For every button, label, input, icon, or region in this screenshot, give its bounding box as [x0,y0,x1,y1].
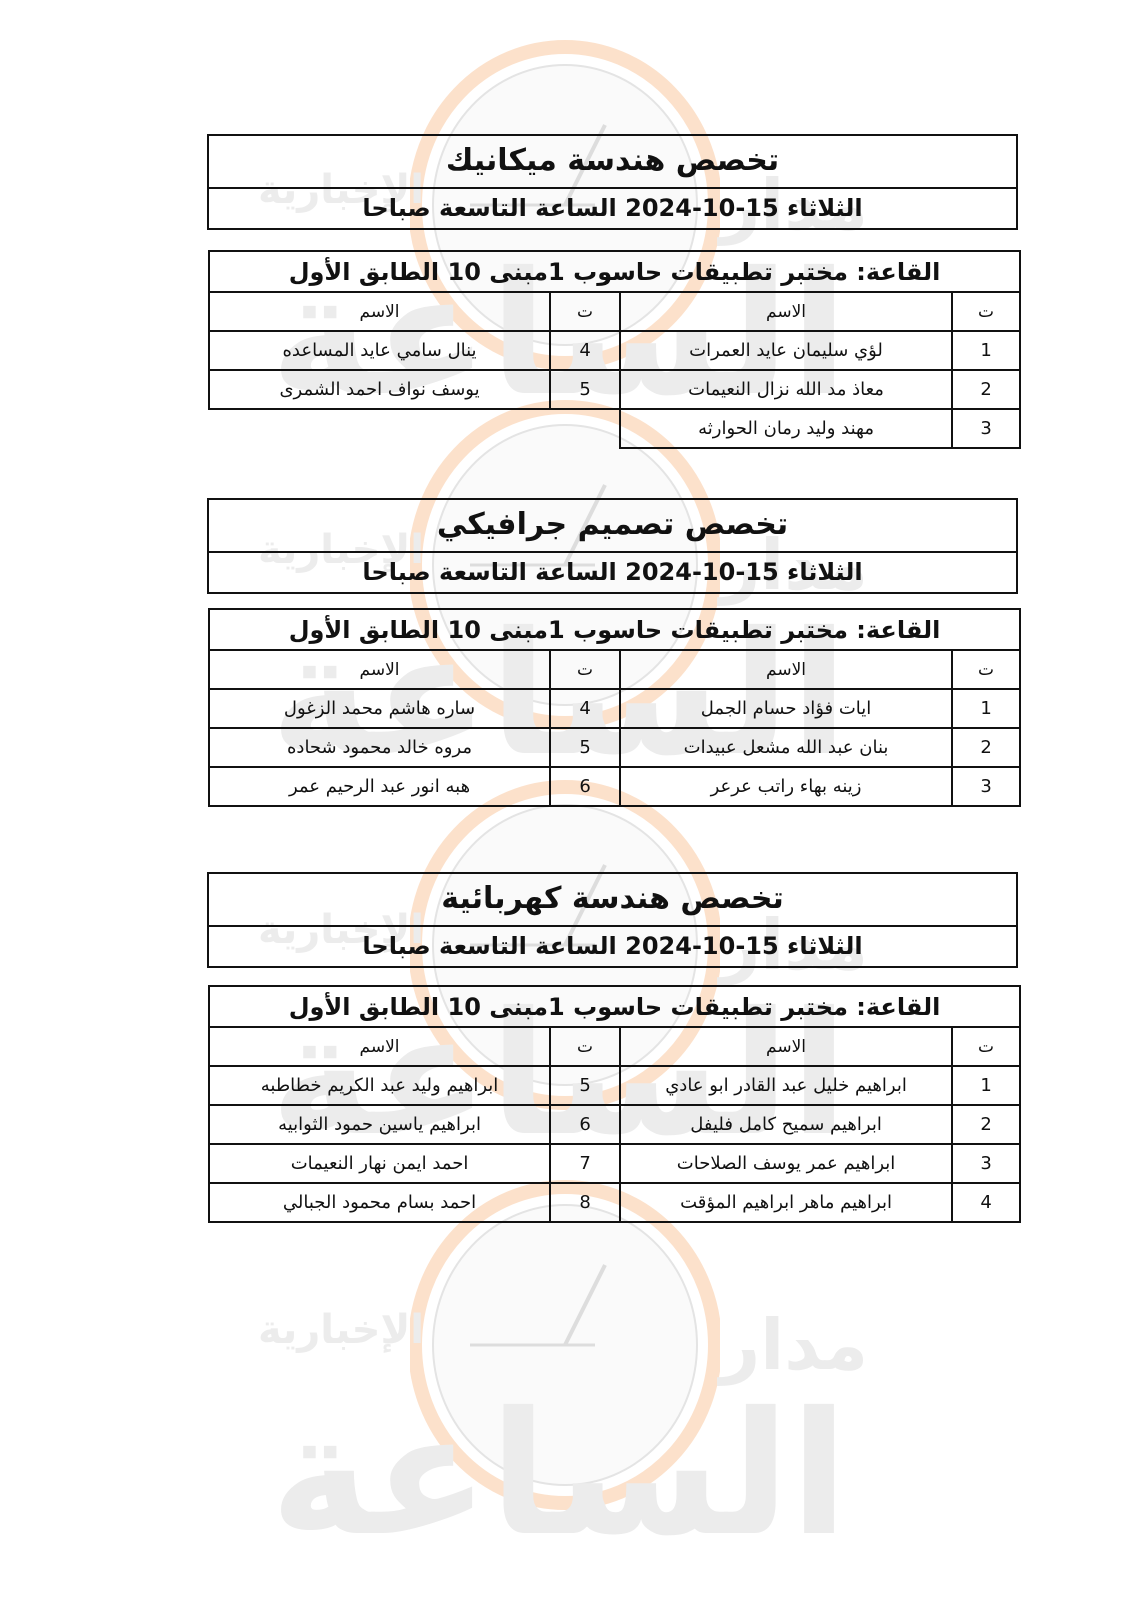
seat-number: 3 [951,408,1022,449]
column-header-name: الاسم [619,649,954,690]
seat-number: 4 [549,330,622,371]
section-title: تخصص هندسة كهربائية [209,874,1016,927]
student-table: القاعة: مختبر تطبيقات حاسوب 1مبنى 10 الط… [207,985,1022,1223]
room-caption: القاعة: مختبر تطبيقات حاسوب 1مبنى 10 الط… [207,608,1022,651]
section-header: تخصص هندسة ميكانيك الثلاثاء 15-10-2024 ا… [207,134,1018,230]
table-row: 2 معاذ مد الله نزال النعيمات 5 يوسف نواف اح… [207,369,1022,410]
student-name: ابراهيم سميح كامل فليفل [619,1104,954,1145]
section-title: تخصص تصميم جرافيكي [209,500,1016,553]
table-row: 3 زينه بهاء راتب عرعر 6 هبه انور عبد الرحيم… [207,766,1022,807]
room-caption: القاعة: مختبر تطبيقات حاسوب 1مبنى 10 الط… [207,985,1022,1028]
student-name: معاذ مد الله نزال النعيمات [619,369,954,410]
student-name: ينال سامي عايد المساعده [207,330,552,371]
student-name: بنان عبد الله مشعل عبيدات [619,727,954,768]
student-name: يوسف نواف احمد الشمرى [207,369,552,410]
seat-number: 4 [549,688,622,729]
seat-number: 1 [951,330,1022,371]
exam-date: الثلاثاء 15-10-2024 الساعة التاسعة صباحا [362,932,863,960]
table-row: 1 ابراهيم خليل عبد القادر ابو عادي 5 ابراهي… [207,1065,1022,1106]
column-header-number: ت [951,291,1022,332]
seat-number: 2 [951,1104,1022,1145]
student-name: ابراهيم وليد عبد الكريم خطاطبه [207,1065,552,1106]
table-header: ت الاسم ت الاسم [207,649,1022,690]
column-header-number: ت [549,1026,622,1067]
exam-date: الثلاثاء 15-10-2024 الساعة التاسعة صباحا [362,558,863,586]
seat-number: 6 [549,766,622,807]
seat-number: 2 [951,369,1022,410]
seat-number: 7 [549,1143,622,1184]
student-table: القاعة: مختبر تطبيقات حاسوب 1مبنى 10 الط… [207,608,1022,807]
seat-number: 6 [549,1104,622,1145]
seat-number: 3 [951,1143,1022,1184]
column-header-number: ت [951,1026,1022,1067]
watermark: الإخبارية مدار الساعة [0,1180,1129,1560]
section-header: تخصص هندسة كهربائية الثلاثاء 15-10-2024 … [207,872,1018,968]
section-title: تخصص هندسة ميكانيك [209,136,1016,189]
seat-number: 1 [951,1065,1022,1106]
table-row: 2 ابراهيم سميح كامل فليفل 6 ابراهيم ياسين ح… [207,1104,1022,1145]
empty-cell [550,408,621,448]
column-header-name: الاسم [207,1026,552,1067]
clock-watermark-icon [410,1180,720,1510]
column-header-name: الاسم [207,291,552,332]
student-name: لؤي سليمان عايد العمرات [619,330,954,371]
table-row: 3 ابراهيم عمر يوسف الصلاحات 7 احمد ايمن نها… [207,1143,1022,1184]
student-name: مهند وليد رمان الحوارثه [619,408,954,449]
student-name: احمد بسام محمود الجبالي [207,1182,552,1223]
student-name: زينه بهاء راتب عرعر [619,766,954,807]
table-row: 3 مهند وليد رمان الحوارثه [209,408,1022,449]
column-header-number: ت [549,291,622,332]
student-name: مروه خالد محمود شحاده [207,727,552,768]
column-header-number: ت [951,649,1022,690]
exam-date: الثلاثاء 15-10-2024 الساعة التاسعة صباحا [362,194,863,222]
column-header-name: الاسم [619,291,954,332]
table-header: ت الاسم ت الاسم [207,291,1022,332]
seat-number: 5 [549,1065,622,1106]
table-row: 4 ابراهيم ماهر ابراهيم المؤقت 8 احمد بسام م… [207,1182,1022,1223]
table-row: 2 بنان عبد الله مشعل عبيدات 5 مروه خالد محم… [207,727,1022,768]
watermark-text: مدار [720,1304,869,1386]
section-header: تخصص تصميم جرافيكي الثلاثاء 15-10-2024 ا… [207,498,1018,594]
seat-number: 4 [951,1182,1022,1223]
table-row: 1 ايات فؤاد حسام الجمل 4 ساره هاشم محمد الز… [207,688,1022,729]
seat-number: 3 [951,766,1022,807]
seat-number: 5 [549,369,622,410]
student-name: ابراهيم ياسين حمود الثوابيه [207,1104,552,1145]
seat-number: 8 [549,1182,622,1223]
student-name: ابراهيم خليل عبد القادر ابو عادي [619,1065,954,1106]
student-name: ابراهيم ماهر ابراهيم المؤقت [619,1182,954,1223]
seat-number: 5 [549,727,622,768]
student-name: هبه انور عبد الرحيم عمر [207,766,552,807]
student-table: القاعة: مختبر تطبيقات حاسوب 1مبنى 10 الط… [207,250,1022,449]
room-caption: القاعة: مختبر تطبيقات حاسوب 1مبنى 10 الط… [207,250,1022,293]
student-name: احمد ايمن نهار النعيمات [207,1143,552,1184]
watermark-text: الإخبارية [258,1307,424,1353]
seat-number: 2 [951,727,1022,768]
student-name: ايات فؤاد حسام الجمل [619,688,954,729]
column-header-name: الاسم [207,649,552,690]
column-header-number: ت [549,649,622,690]
table-header: ت الاسم ت الاسم [207,1026,1022,1067]
table-row: 1 لؤي سليمان عايد العمرات 4 ينال سامي عايد … [207,330,1022,371]
column-header-name: الاسم [619,1026,954,1067]
student-name: ساره هاشم محمد الزغول [207,688,552,729]
seat-number: 1 [951,688,1022,729]
empty-cell [209,408,551,448]
student-name: ابراهيم عمر يوسف الصلاحات [619,1143,954,1184]
watermark-text: الساعة [270,1376,849,1574]
